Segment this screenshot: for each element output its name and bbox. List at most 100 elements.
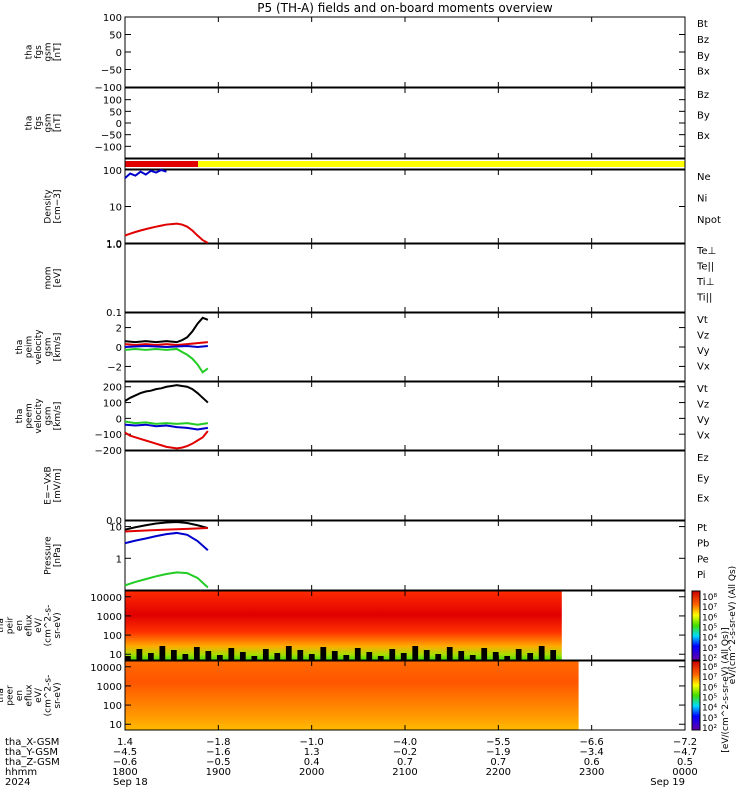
y-axis-label-fgs_dsl-2: gsm: [44, 113, 54, 132]
x-axis-value-6-2: 0.5: [677, 757, 693, 768]
legend-peim_velocity-1: Vz: [697, 330, 709, 341]
colorbar-tick-1-5: 10³: [702, 714, 717, 724]
y-tick-label-peer_eflux-2: 100: [103, 701, 122, 712]
y-tick-label-fgs_dsl-0: 100: [103, 96, 122, 107]
series-peim_velocity-Vx: [124, 345, 208, 349]
x-axis-value-5-2: 0.6: [584, 757, 600, 768]
y-tick-label-pressure-1: 1: [116, 554, 122, 565]
legend-peim_velocity-2: Vy: [697, 346, 710, 357]
spectrogram-low-band-24: [400, 653, 407, 660]
spectrogram-low-band-5: [182, 654, 189, 660]
x-axis-value-6-4: Sep 19: [650, 777, 685, 788]
y-axis-label-peem_velocity-0: tha: [15, 409, 25, 424]
spectrogram-low-band-11: [251, 656, 258, 660]
legend-pressure-1: Pb: [697, 539, 709, 550]
spectrogram-low-band-0: [125, 656, 131, 660]
legend-fgs-0: Bt: [697, 19, 708, 30]
y-tick-label-peem_velocity-4: −200: [95, 446, 122, 457]
legend-fgs_dsl-2: Bx: [697, 131, 710, 142]
legend-peem_velocity-0: Vt: [697, 384, 708, 395]
y-tick-label-peir_eflux-1: 1000: [97, 612, 122, 623]
colorbar-tick-1-0: 10⁸: [702, 663, 717, 673]
y-axis-label-temperature-1: [eV]: [53, 269, 63, 288]
spectrogram-low-band-8: [216, 655, 223, 660]
x-axis-value-6-3: 0000: [672, 767, 697, 778]
legend-pressure-3: Pi: [697, 570, 706, 581]
y-axis-label-peer_eflux-5: (cm^2-s-: [44, 675, 54, 717]
y-tick-label-peer_eflux-1: 1000: [97, 682, 122, 693]
y-tick-label-fgs_dsl-1: 50: [109, 107, 122, 118]
y-axis-label-peir_eflux-4: eV/: [34, 617, 44, 633]
y-tick-label-fgs_dsl-2: 0: [116, 119, 122, 130]
y-tick-label-density-2: 1.0: [106, 239, 122, 250]
legend-fgs_dsl-0: Bz: [697, 90, 709, 101]
legend-peem_velocity-2: Vy: [697, 415, 710, 426]
legend-temperature-2: Ti⊥: [696, 277, 714, 288]
spectrogram-low-band-27: [435, 654, 442, 660]
spectrogram-low-band-18: [331, 651, 338, 660]
y-axis-label-peir_eflux-6: sr-eV): [53, 612, 63, 638]
panel-frame-density: [124, 169, 686, 244]
y-axis-label-peir_eflux-3: eflux: [25, 614, 35, 637]
colorbar-tick-0-1: 10⁷: [702, 603, 717, 613]
y-axis-label-fgs-2: gsm: [44, 42, 54, 61]
colorbar-1: [691, 660, 701, 731]
legend-temperature-1: Te||: [696, 261, 714, 272]
x-axis-value-5-0: −6.6: [580, 737, 604, 748]
y-axis-label-fgs_dsl-3: [nT]: [53, 114, 63, 132]
spectrogram-low-band-1: [136, 649, 143, 660]
chart-title: P5 (TH-A) fields and on-board moments ov…: [257, 1, 553, 15]
spectrogram-low-band-37: [550, 650, 557, 660]
colorbar-tick-1-1: 10⁷: [702, 673, 717, 683]
y-tick-label-peer_eflux-3: 10: [109, 720, 122, 731]
mode-bar-segment-0: [125, 161, 199, 167]
spectrogram-low-band-31: [481, 648, 488, 660]
y-axis-label-peer_eflux-0: tha: [0, 688, 6, 703]
spectrogram-low-band-25: [412, 646, 419, 660]
y-tick-label-fgs-3: −50: [101, 66, 122, 77]
y-tick-label-fgs_dsl-4: −100: [95, 142, 122, 153]
spectrogram-low-band-32: [492, 652, 499, 660]
x-axis-value-3-2: 0.7: [397, 757, 413, 768]
y-axis-label-fgs-0: tha: [25, 45, 35, 60]
x-axis-value-3-0: −4.0: [393, 737, 417, 748]
y-axis-label-pressure-1: [nPa]: [53, 544, 63, 567]
x-axis-value-5-3: 2300: [579, 767, 604, 778]
series-pressure-Pi: [124, 531, 209, 551]
mode-bar-segment-1: [198, 161, 685, 167]
colorbar-label-1: eV/(cm^2-s-sr-eV) (All Qs): [728, 566, 738, 684]
x-axis-value-1-3: 1900: [206, 767, 231, 778]
x-axis-value-4-2: 0.7: [490, 757, 506, 768]
y-axis-label-peer_eflux-1: peer: [6, 685, 16, 706]
legend-fgs_dsl-1: By: [697, 111, 710, 122]
y-axis-label-fgs_dsl-1: fgs: [34, 116, 44, 130]
legend-density-1: Ni: [697, 193, 707, 204]
series-density-Ne: [124, 222, 209, 244]
series-density-Npot: [124, 168, 167, 179]
mode-bar-frame: [124, 158, 686, 170]
y-axis-label-peer_eflux-6: sr-eV): [53, 682, 63, 708]
spectrogram-low-band-3: [159, 646, 166, 660]
spectrogram-low-band-2: [147, 653, 154, 660]
colorbar-tick-0-3: 10⁵: [702, 624, 717, 634]
x-axis-value-3-3: 2100: [392, 767, 417, 778]
x-axis-value-0-0: 1.4: [117, 737, 133, 748]
series-pressure-Pb: [124, 527, 208, 533]
y-tick-label-peem_velocity-0: 200: [103, 383, 122, 394]
x-axis-value-1-0: −1.8: [206, 737, 230, 748]
spectrogram-low-band-26: [423, 650, 430, 660]
y-tick-label-density-1: 10: [109, 203, 122, 214]
spectrogram-low-band-4: [170, 650, 177, 660]
x-axis-value-1-2: −0.5: [206, 757, 230, 768]
colorbar-tick-0-2: 10⁶: [702, 613, 717, 623]
legend-fgs-1: Bz: [697, 35, 709, 46]
x-axis-value-6-0: −7.2: [673, 737, 697, 748]
y-axis-label-peim_velocity-4: [km/s]: [53, 333, 63, 362]
colorbar-tick-1-3: 10⁵: [702, 694, 717, 704]
colorbar-tick-0-0: 10⁸: [702, 593, 717, 603]
y-axis-label-peer_eflux-2: en: [15, 690, 25, 701]
y-axis-label-peir_eflux-1: peir: [6, 616, 16, 634]
colorbar-tick-0-5: 10³: [702, 644, 717, 654]
spectrogram-low-band-33: [504, 656, 511, 660]
